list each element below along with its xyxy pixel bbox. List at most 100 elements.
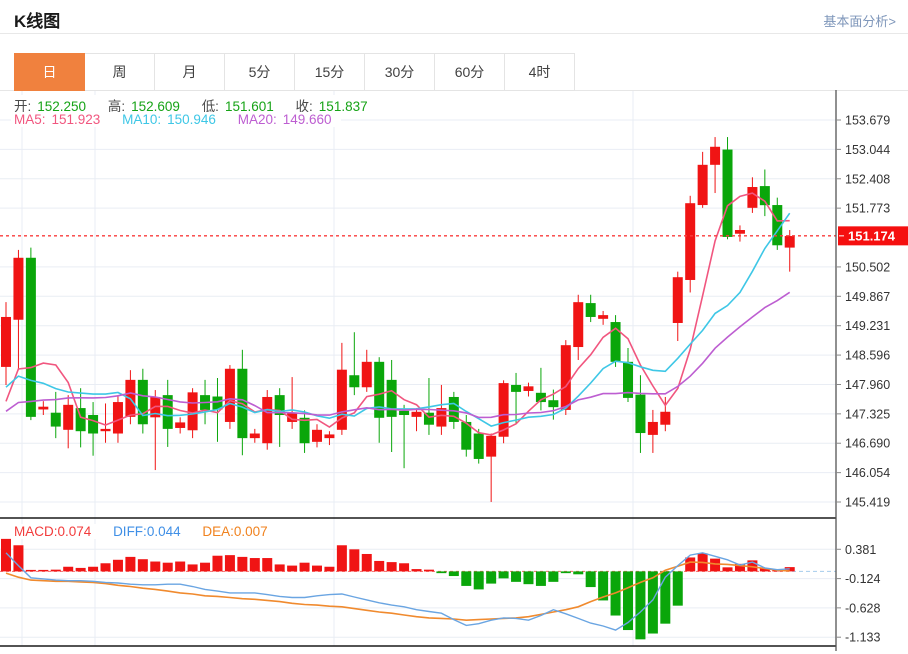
macd-bar-up <box>200 562 211 572</box>
macd-bar-down <box>660 571 671 624</box>
macd-bar-down <box>436 571 447 574</box>
candle-up <box>660 411 671 425</box>
macd-bar-up <box>125 556 136 572</box>
candle-down <box>374 361 385 418</box>
candle-up <box>747 187 758 208</box>
high-value: 152.609 <box>131 99 180 114</box>
price-axis-label: 147.960 <box>845 378 890 392</box>
candle-up <box>411 411 422 417</box>
period-tab-2[interactable]: 月 <box>155 53 225 91</box>
macd-readout: MACD:0.074 DIFF:0.044 DEA:0.007 <box>11 524 277 539</box>
macd-value: 0.074 <box>57 524 92 539</box>
candle-down <box>88 415 99 434</box>
macd-bar-down <box>523 571 534 585</box>
page-title: K线图 <box>14 12 61 31</box>
dea-line <box>5 561 790 622</box>
candle-up <box>287 412 298 422</box>
macd-bar-up <box>175 561 186 572</box>
candle-up <box>672 277 683 323</box>
period-tab-7[interactable]: 4时 <box>505 53 575 91</box>
candle-up <box>486 435 497 457</box>
macd-bar-up <box>249 558 260 572</box>
candle-down <box>75 408 86 432</box>
close-value: 151.837 <box>318 99 368 114</box>
period-tab-3[interactable]: 5分 <box>225 53 295 91</box>
period-tab-5[interactable]: 30分 <box>365 53 435 91</box>
period-tab-4[interactable]: 15分 <box>295 53 365 91</box>
diff-value: 0.044 <box>146 524 181 539</box>
price-axis-label: 150.502 <box>845 260 890 274</box>
macd-bar-up <box>386 562 397 572</box>
candle-up <box>1 316 11 367</box>
macd-axis-label: -0.124 <box>845 572 880 586</box>
candle-up <box>685 203 696 280</box>
candle-down <box>386 379 397 417</box>
period-tab-0[interactable]: 日 <box>14 53 85 91</box>
period-tabs: 日周月 5分 15分 30分 60分 4时 <box>14 53 575 91</box>
macd-bar-down <box>461 571 472 586</box>
ma20-line <box>5 291 791 419</box>
macd-bar-up <box>710 558 721 572</box>
macd-bar-down <box>448 571 459 577</box>
candle-up <box>361 361 372 388</box>
macd-bar-down <box>560 571 571 574</box>
last-price-label: 151.174 <box>848 228 896 243</box>
diff-label: DIFF: <box>113 524 147 539</box>
price-axis-label: 149.867 <box>845 290 890 304</box>
macd-bar-up <box>212 555 223 572</box>
price-axis-label: 153.044 <box>845 143 890 157</box>
high-label: 高: <box>107 99 126 114</box>
macd-bar-up <box>759 568 770 572</box>
macd-bar-up <box>336 545 347 572</box>
macd-bar-down <box>498 571 509 579</box>
macd-bar-up <box>237 556 248 572</box>
macd-bar-up <box>75 567 86 572</box>
macd-bar-down <box>623 571 633 631</box>
macd-axis-label: -0.628 <box>845 601 880 615</box>
candle-down <box>461 421 472 450</box>
candle-down <box>423 412 434 425</box>
candle-down <box>623 361 633 398</box>
macd-bar-up <box>262 558 273 572</box>
macd-bar-down <box>573 571 584 575</box>
candle-up <box>784 236 795 248</box>
low-label: 低: <box>201 99 219 114</box>
candle-down <box>535 392 546 403</box>
macd-bar-down <box>486 571 497 584</box>
candle-up <box>647 421 658 435</box>
macd-bar-up <box>374 560 385 572</box>
candle-down <box>772 205 783 246</box>
price-axis-label: 146.690 <box>845 437 890 451</box>
candle-up <box>523 386 534 391</box>
candle-down <box>299 417 310 444</box>
macd-bar-down <box>672 571 683 606</box>
candle-up <box>312 429 322 442</box>
ma5-label: MA5: <box>14 112 46 127</box>
ma10-label: MA10: <box>122 112 162 127</box>
ma20-label: MA20: <box>237 112 277 127</box>
candle-up <box>13 257 24 320</box>
low-value: 151.601 <box>224 99 274 114</box>
ma5-line <box>5 192 790 436</box>
candle-up <box>697 164 708 206</box>
dea-label: DEA: <box>202 524 234 539</box>
candle-down <box>511 384 522 392</box>
open-label: 开: <box>14 99 32 114</box>
dea-value: 0.007 <box>233 524 268 539</box>
ma10-line <box>5 212 791 427</box>
price-axis-label: 151.773 <box>845 202 890 216</box>
ma5-value: 151.923 <box>51 112 101 127</box>
last-price-tag <box>838 226 908 246</box>
macd-axis-label: -1.133 <box>845 631 880 645</box>
fundamental-analysis-link[interactable]: 基本面分析> <box>823 14 896 29</box>
candle-down <box>448 396 459 422</box>
ma20-value: 149.660 <box>282 112 332 127</box>
price-axis-label: 149.231 <box>845 319 890 333</box>
candle-down <box>473 433 484 459</box>
candle-up <box>187 392 198 431</box>
candle-up <box>336 369 347 430</box>
period-tab-1[interactable]: 周 <box>85 53 155 91</box>
period-tab-6[interactable]: 60分 <box>435 53 505 91</box>
candle-up <box>573 302 584 348</box>
